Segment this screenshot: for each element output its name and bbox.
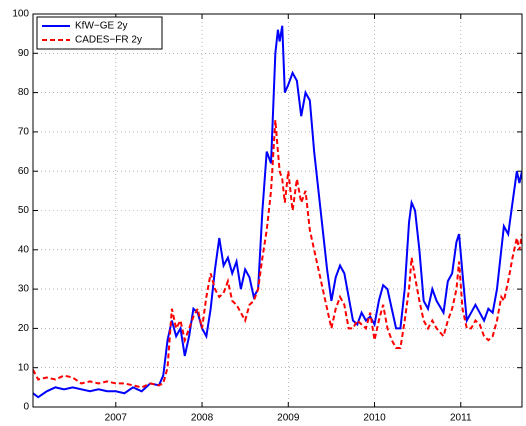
y-tick-label: 0 — [23, 402, 29, 413]
axes-box — [32, 13, 523, 408]
y-tick-label: 50 — [18, 205, 30, 216]
legend-label: CADES−FR 2y — [75, 35, 142, 46]
y-tick-label: 100 — [12, 9, 29, 20]
series-line — [33, 25, 522, 399]
y-tick-label: 90 — [18, 48, 30, 59]
legend-label: KfW−GE 2y — [75, 21, 128, 32]
x-tick-label: 2010 — [363, 413, 386, 424]
y-tick-label: 80 — [18, 87, 30, 98]
x-tick-label: 2009 — [277, 413, 300, 424]
y-tick-label: 30 — [18, 284, 30, 295]
y-tick-label: 40 — [18, 244, 30, 255]
series-line — [33, 120, 522, 389]
y-tick-label: 10 — [18, 362, 30, 373]
x-tick-label: 2011 — [450, 413, 472, 424]
x-tick-label: 2008 — [191, 413, 214, 424]
y-tick-label: 20 — [18, 323, 30, 334]
legend-box — [36, 16, 163, 50]
y-tick-label: 60 — [18, 166, 30, 177]
x-tick-label: 2007 — [105, 413, 128, 424]
y-tick-label: 70 — [18, 127, 30, 138]
